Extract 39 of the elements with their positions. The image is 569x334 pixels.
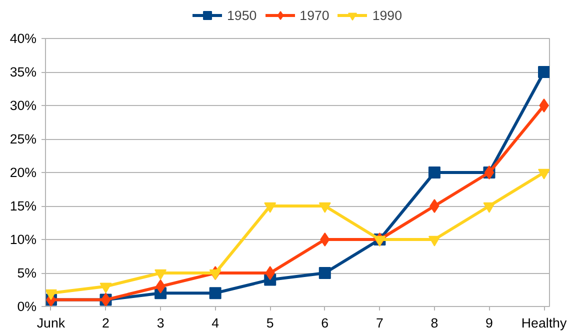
x-tick-label: 3	[156, 316, 164, 330]
point	[318, 267, 331, 279]
legend-label: 1950	[227, 8, 257, 22]
point	[209, 287, 222, 300]
y-tick-label: 35%	[10, 64, 37, 80]
x-tick-label: 2	[102, 316, 110, 330]
y-tick-label: 20%	[10, 165, 37, 180]
legend-label: 1970	[300, 8, 330, 22]
y-tick-label: 5%	[17, 266, 37, 280]
y-tick-label: 0%	[17, 299, 37, 314]
x-tick-label: 4	[212, 316, 220, 330]
x-tick-label: 7	[376, 316, 384, 330]
y-tick-label: 15%	[10, 198, 37, 214]
point	[538, 168, 550, 180]
point	[264, 202, 276, 213]
point	[46, 289, 57, 300]
legend-label: 1990	[372, 8, 402, 22]
y-tick-label: 10%	[10, 232, 37, 247]
point	[318, 202, 331, 213]
point	[538, 66, 550, 78]
y-tick-label: 40%	[10, 31, 37, 46]
x-tick-label: Junk	[36, 316, 66, 330]
y-tick-label: 25%	[10, 132, 37, 146]
point	[483, 202, 496, 213]
point	[428, 166, 440, 178]
x-tick-label: 8	[430, 316, 438, 330]
point	[154, 269, 167, 280]
point	[539, 98, 549, 112]
point	[209, 269, 222, 280]
point	[320, 232, 330, 246]
point	[430, 199, 440, 213]
point	[265, 266, 275, 280]
point	[100, 282, 112, 294]
y-tick-label: 30%	[10, 98, 37, 113]
x-tick-label: 6	[321, 316, 329, 330]
x-tick-label: 5	[266, 316, 274, 330]
x-tick-label: 9	[486, 316, 493, 330]
x-tick-label: Healthy	[521, 316, 567, 330]
point	[428, 236, 440, 246]
